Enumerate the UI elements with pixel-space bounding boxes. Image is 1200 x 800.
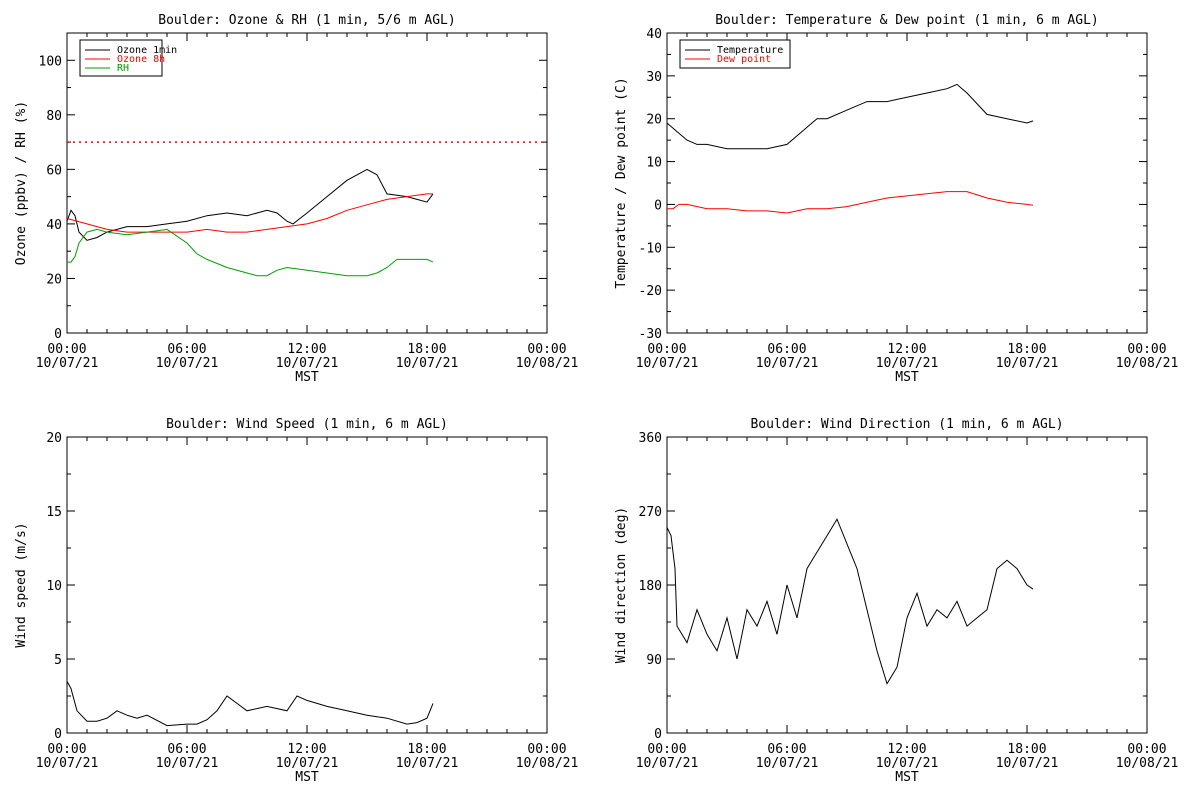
- x-tick-label: 06:00: [767, 342, 806, 357]
- legend-label: Ozone 8h: [117, 54, 165, 65]
- y-axis-label: Wind speed (m/s): [14, 522, 29, 647]
- x-tick-label: 00:00: [1127, 742, 1166, 757]
- plot-frame: [66, 436, 548, 734]
- x-tick-label: 00:00: [647, 742, 686, 757]
- series-line-rh: [67, 228, 434, 277]
- x-tick-label: 18:00: [1007, 342, 1046, 357]
- x-axis-label: MST: [295, 770, 319, 785]
- legend-label: RH: [117, 63, 129, 74]
- y-tick-label: 270: [639, 505, 662, 520]
- legend-label: Dew point: [717, 54, 771, 65]
- y-tick-label: 40: [46, 218, 62, 233]
- y-tick-label: 80: [46, 109, 62, 124]
- x-tick-label: 12:00: [287, 342, 326, 357]
- x-tick-label: 00:00: [1127, 342, 1166, 357]
- x-tick-date: 10/08/21: [516, 756, 579, 771]
- y-axis-label: Wind direction (deg): [614, 507, 629, 664]
- x-tick-date: 10/07/21: [636, 756, 699, 771]
- y-tick-label: 5: [54, 653, 62, 668]
- x-tick-date: 10/07/21: [276, 356, 339, 371]
- x-tick-label: 18:00: [407, 342, 446, 357]
- x-tick-label: 00:00: [647, 342, 686, 357]
- y-tick-label: 180: [639, 579, 662, 594]
- x-tick-date: 10/07/21: [756, 356, 819, 371]
- x-tick-label: 18:00: [1007, 742, 1046, 757]
- x-tick-label: 00:00: [47, 342, 86, 357]
- x-tick-label: 06:00: [767, 742, 806, 757]
- y-tick-label: 90: [646, 653, 662, 668]
- legend-label: Ozone 1min: [117, 45, 177, 56]
- x-tick-label: 00:00: [527, 742, 566, 757]
- plot-frame: [666, 32, 1148, 334]
- chart-title: Boulder: Wind Speed (1 min, 6 m AGL): [166, 417, 448, 432]
- y-tick-label: 0: [654, 198, 662, 213]
- x-tick-date: 10/07/21: [876, 356, 939, 371]
- x-tick-date: 10/07/21: [396, 756, 459, 771]
- x-axis-label: MST: [295, 370, 319, 385]
- plot-frame: [66, 32, 548, 334]
- series-line-data: [666, 518, 1034, 685]
- x-tick-date: 10/07/21: [276, 756, 339, 771]
- x-tick-date: 10/07/21: [36, 356, 99, 371]
- legend-label: Temperature: [717, 45, 783, 56]
- x-tick-date: 10/07/21: [36, 756, 99, 771]
- x-tick-date: 10/07/21: [396, 356, 459, 371]
- x-tick-date: 10/07/21: [996, 756, 1059, 771]
- x-tick-date: 10/08/21: [516, 356, 579, 371]
- y-tick-label: -10: [639, 241, 662, 256]
- chart-title: Boulder: Wind Direction (1 min, 6 m AGL): [750, 417, 1063, 432]
- x-tick-date: 10/07/21: [156, 356, 219, 371]
- y-tick-label: 10: [46, 579, 62, 594]
- y-tick-label: 100: [39, 54, 62, 69]
- legend-box: [79, 39, 163, 77]
- y-tick-label: 360: [639, 431, 662, 446]
- x-tick-label: 06:00: [167, 342, 206, 357]
- y-tick-label: -30: [639, 327, 662, 342]
- x-tick-label: 00:00: [527, 342, 566, 357]
- x-tick-date: 10/07/21: [636, 356, 699, 371]
- y-tick-label: 0: [54, 727, 62, 742]
- y-tick-label: 60: [46, 163, 62, 178]
- series-line-temperature: [666, 83, 1034, 150]
- series-line-data: [66, 680, 434, 727]
- y-tick-label: 0: [654, 727, 662, 742]
- x-tick-label: 12:00: [287, 742, 326, 757]
- y-tick-label: -20: [639, 284, 662, 299]
- x-axis-label: MST: [895, 370, 919, 385]
- series-line-dew-point: [667, 191, 1034, 214]
- y-axis-label: Temperature / Dew point (C): [614, 77, 629, 288]
- x-tick-date: 10/08/21: [1116, 356, 1179, 371]
- x-tick-label: 18:00: [407, 742, 446, 757]
- x-tick-label: 12:00: [887, 342, 926, 357]
- y-tick-label: 20: [46, 431, 62, 446]
- x-tick-label: 12:00: [887, 742, 926, 757]
- y-tick-label: 30: [646, 70, 662, 85]
- x-tick-label: 00:00: [47, 742, 86, 757]
- y-tick-label: 10: [646, 156, 662, 171]
- x-tick-label: 06:00: [167, 742, 206, 757]
- plot-frame: [666, 436, 1148, 734]
- y-tick-label: 20: [646, 113, 662, 128]
- y-tick-label: 0: [54, 327, 62, 342]
- chart-title: Boulder: Temperature & Dew point (1 min,…: [715, 13, 1099, 28]
- x-tick-date: 10/08/21: [1116, 756, 1179, 771]
- y-tick-label: 40: [646, 27, 662, 42]
- y-tick-label: 20: [46, 272, 62, 287]
- x-tick-date: 10/07/21: [156, 756, 219, 771]
- y-axis-label: Ozone (ppbv) / RH (%): [14, 101, 29, 265]
- series-line-ozone-8h: [66, 193, 433, 233]
- chart-title: Boulder: Ozone & RH (1 min, 5/6 m AGL): [158, 13, 455, 28]
- series-line-ozone-1min: [66, 168, 434, 241]
- legend-box: [679, 39, 791, 69]
- y-tick-label: 15: [46, 505, 62, 520]
- x-tick-date: 10/07/21: [876, 756, 939, 771]
- x-tick-date: 10/07/21: [756, 756, 819, 771]
- x-tick-date: 10/07/21: [996, 356, 1059, 371]
- x-axis-label: MST: [895, 770, 919, 785]
